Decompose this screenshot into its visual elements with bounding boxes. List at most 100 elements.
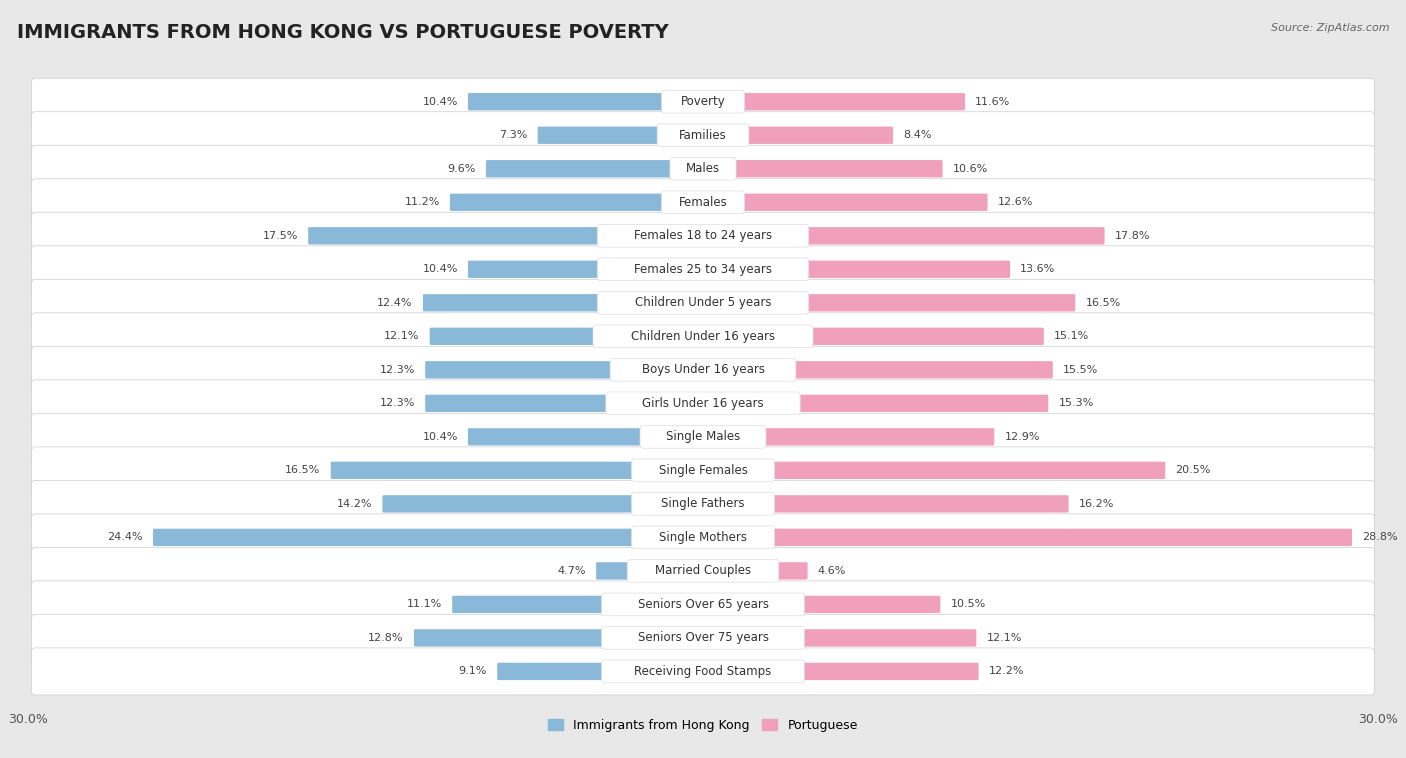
Text: 12.8%: 12.8% <box>368 633 404 643</box>
Text: 7.3%: 7.3% <box>499 130 527 140</box>
Text: 16.5%: 16.5% <box>1085 298 1121 308</box>
Text: 12.9%: 12.9% <box>1004 432 1040 442</box>
FancyBboxPatch shape <box>31 447 1375 494</box>
Text: 9.1%: 9.1% <box>458 666 486 676</box>
Text: 10.4%: 10.4% <box>422 265 458 274</box>
Text: Females 18 to 24 years: Females 18 to 24 years <box>634 229 772 243</box>
FancyBboxPatch shape <box>610 359 796 381</box>
Text: Boys Under 16 years: Boys Under 16 years <box>641 363 765 376</box>
FancyBboxPatch shape <box>598 224 808 247</box>
FancyBboxPatch shape <box>702 261 1010 278</box>
FancyBboxPatch shape <box>450 193 704 211</box>
FancyBboxPatch shape <box>31 514 1375 561</box>
FancyBboxPatch shape <box>702 160 942 177</box>
FancyBboxPatch shape <box>702 127 893 144</box>
FancyBboxPatch shape <box>702 395 1049 412</box>
FancyBboxPatch shape <box>425 361 704 378</box>
FancyBboxPatch shape <box>661 90 745 113</box>
Text: 10.4%: 10.4% <box>422 432 458 442</box>
FancyBboxPatch shape <box>702 629 976 647</box>
Text: 8.4%: 8.4% <box>903 130 932 140</box>
FancyBboxPatch shape <box>596 562 704 580</box>
FancyBboxPatch shape <box>31 78 1375 125</box>
Text: 12.1%: 12.1% <box>987 633 1022 643</box>
FancyBboxPatch shape <box>153 529 704 546</box>
FancyBboxPatch shape <box>486 160 704 177</box>
FancyBboxPatch shape <box>425 395 704 412</box>
Text: 12.6%: 12.6% <box>998 197 1033 207</box>
FancyBboxPatch shape <box>31 547 1375 594</box>
FancyBboxPatch shape <box>31 279 1375 326</box>
FancyBboxPatch shape <box>657 124 749 146</box>
Text: Females: Females <box>679 196 727 208</box>
Text: 16.2%: 16.2% <box>1078 499 1114 509</box>
Text: 10.6%: 10.6% <box>953 164 988 174</box>
Text: Single Mothers: Single Mothers <box>659 531 747 544</box>
FancyBboxPatch shape <box>382 495 704 512</box>
Text: 14.2%: 14.2% <box>337 499 373 509</box>
FancyBboxPatch shape <box>308 227 704 244</box>
FancyBboxPatch shape <box>702 327 1043 345</box>
FancyBboxPatch shape <box>31 581 1375 628</box>
FancyBboxPatch shape <box>31 313 1375 360</box>
FancyBboxPatch shape <box>423 294 704 312</box>
FancyBboxPatch shape <box>602 593 804 615</box>
FancyBboxPatch shape <box>31 380 1375 427</box>
Text: 15.5%: 15.5% <box>1063 365 1098 374</box>
FancyBboxPatch shape <box>702 662 979 680</box>
Text: 11.1%: 11.1% <box>406 600 441 609</box>
FancyBboxPatch shape <box>598 291 808 314</box>
FancyBboxPatch shape <box>702 93 965 111</box>
FancyBboxPatch shape <box>602 660 804 683</box>
FancyBboxPatch shape <box>702 562 807 580</box>
Text: 11.6%: 11.6% <box>976 97 1011 107</box>
Text: Receiving Food Stamps: Receiving Food Stamps <box>634 665 772 678</box>
FancyBboxPatch shape <box>627 559 779 582</box>
FancyBboxPatch shape <box>702 193 987 211</box>
Text: 20.5%: 20.5% <box>1175 465 1211 475</box>
FancyBboxPatch shape <box>31 346 1375 393</box>
FancyBboxPatch shape <box>31 648 1375 695</box>
Text: Married Couples: Married Couples <box>655 565 751 578</box>
Text: 15.3%: 15.3% <box>1059 399 1094 409</box>
FancyBboxPatch shape <box>631 526 775 549</box>
FancyBboxPatch shape <box>593 325 813 348</box>
Text: 17.8%: 17.8% <box>1115 230 1150 241</box>
FancyBboxPatch shape <box>702 361 1053 378</box>
FancyBboxPatch shape <box>661 191 745 214</box>
Text: 12.3%: 12.3% <box>380 399 415 409</box>
FancyBboxPatch shape <box>31 246 1375 293</box>
FancyBboxPatch shape <box>453 596 704 613</box>
FancyBboxPatch shape <box>702 529 1353 546</box>
Text: Single Males: Single Males <box>666 431 740 443</box>
Text: 11.2%: 11.2% <box>405 197 440 207</box>
Text: Source: ZipAtlas.com: Source: ZipAtlas.com <box>1271 23 1389 33</box>
Text: 12.4%: 12.4% <box>377 298 413 308</box>
FancyBboxPatch shape <box>31 179 1375 226</box>
FancyBboxPatch shape <box>598 258 808 280</box>
FancyBboxPatch shape <box>31 615 1375 662</box>
Text: 24.4%: 24.4% <box>107 532 143 543</box>
FancyBboxPatch shape <box>31 413 1375 460</box>
FancyBboxPatch shape <box>631 493 775 515</box>
FancyBboxPatch shape <box>31 481 1375 528</box>
Text: 4.6%: 4.6% <box>818 566 846 576</box>
Text: 12.2%: 12.2% <box>988 666 1024 676</box>
Text: 12.3%: 12.3% <box>380 365 415 374</box>
FancyBboxPatch shape <box>31 146 1375 193</box>
Text: 15.1%: 15.1% <box>1054 331 1090 341</box>
Legend: Immigrants from Hong Kong, Portuguese: Immigrants from Hong Kong, Portuguese <box>543 714 863 737</box>
Text: 16.5%: 16.5% <box>285 465 321 475</box>
Text: 12.1%: 12.1% <box>384 331 419 341</box>
Text: Females 25 to 34 years: Females 25 to 34 years <box>634 263 772 276</box>
FancyBboxPatch shape <box>31 111 1375 158</box>
Text: Families: Families <box>679 129 727 142</box>
FancyBboxPatch shape <box>702 495 1069 512</box>
Text: Seniors Over 65 years: Seniors Over 65 years <box>637 598 769 611</box>
FancyBboxPatch shape <box>702 227 1105 244</box>
FancyBboxPatch shape <box>631 459 775 482</box>
Text: Males: Males <box>686 162 720 175</box>
FancyBboxPatch shape <box>468 93 704 111</box>
Text: Single Females: Single Females <box>658 464 748 477</box>
FancyBboxPatch shape <box>31 212 1375 259</box>
